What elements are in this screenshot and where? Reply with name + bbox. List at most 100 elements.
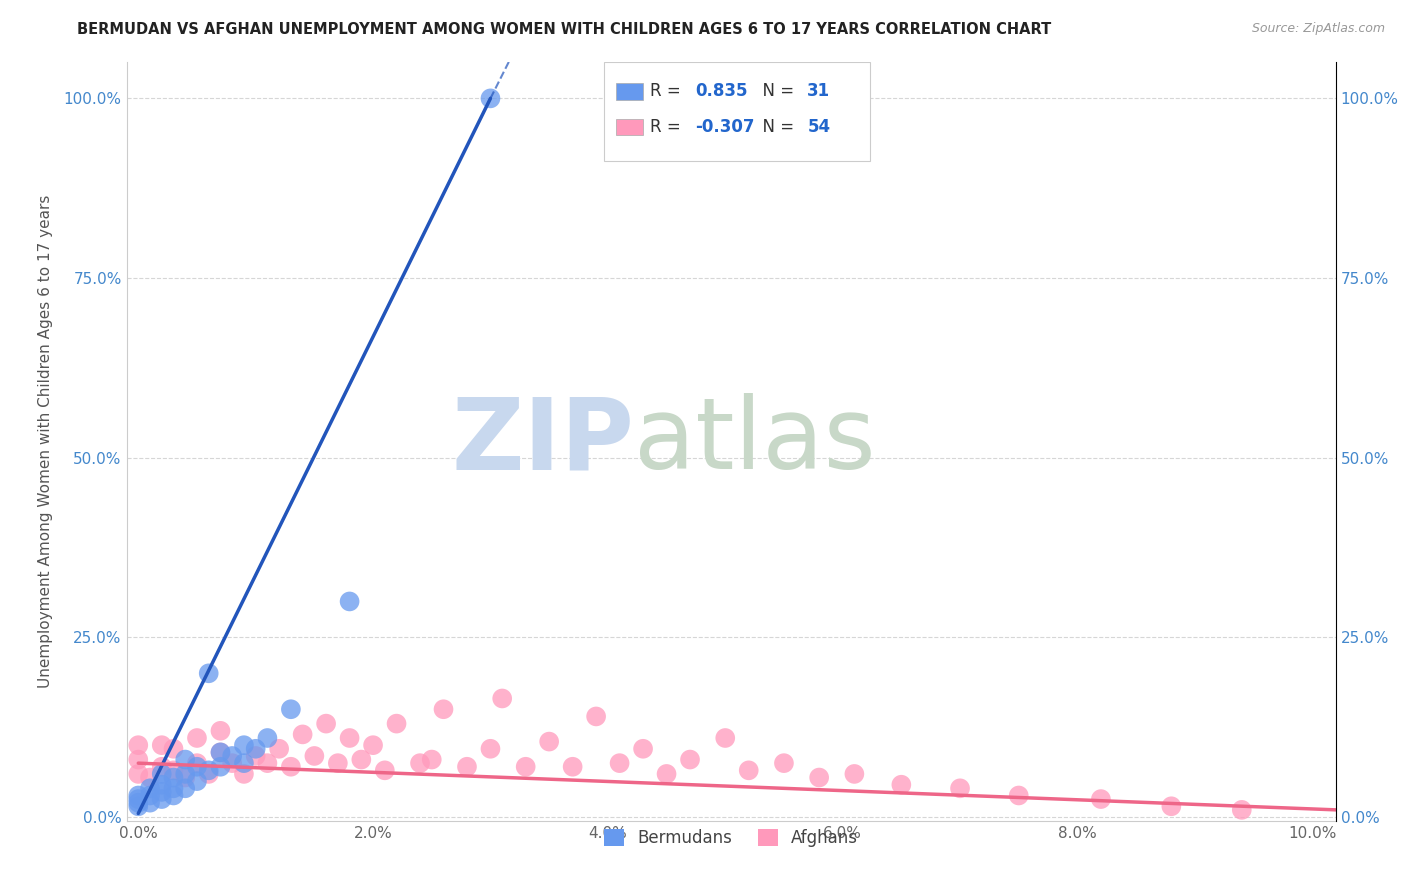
Point <box>479 741 502 756</box>
Point <box>304 748 326 763</box>
Point <box>127 738 149 752</box>
Point <box>209 760 232 774</box>
Text: Source: ZipAtlas.com: Source: ZipAtlas.com <box>1251 22 1385 36</box>
Point <box>773 756 796 771</box>
Point <box>150 778 173 792</box>
Point <box>561 760 583 774</box>
Text: 54: 54 <box>807 118 831 136</box>
Point <box>127 792 149 806</box>
FancyBboxPatch shape <box>605 62 870 161</box>
Point <box>280 760 302 774</box>
Point <box>280 702 302 716</box>
Point <box>139 789 162 803</box>
Point <box>515 760 537 774</box>
Point <box>890 778 912 792</box>
Point <box>150 760 173 774</box>
Point <box>256 731 278 745</box>
Point <box>245 741 267 756</box>
Point <box>186 760 208 774</box>
Point <box>326 756 349 771</box>
Point <box>609 756 631 771</box>
Text: R =: R = <box>650 118 686 136</box>
Point <box>256 756 278 771</box>
Point <box>361 738 384 752</box>
Point <box>585 709 607 723</box>
Point <box>315 716 337 731</box>
Point <box>174 753 197 767</box>
Point <box>679 753 702 767</box>
Point <box>1090 792 1112 806</box>
Point <box>844 767 866 781</box>
Point <box>1230 803 1253 817</box>
Point <box>420 753 443 767</box>
Point <box>374 764 396 778</box>
Point <box>232 767 254 781</box>
Point <box>269 741 291 756</box>
Point <box>1008 789 1031 803</box>
Point <box>456 760 478 774</box>
Point <box>162 764 184 778</box>
Point <box>232 756 254 771</box>
Point <box>221 748 243 763</box>
Point <box>209 723 232 738</box>
Text: atlas: atlas <box>634 393 876 490</box>
Point <box>479 91 502 105</box>
Point <box>139 781 162 796</box>
Point <box>162 781 184 796</box>
Point <box>127 789 149 803</box>
Point <box>186 774 208 789</box>
Point <box>197 764 219 778</box>
Point <box>1160 799 1182 814</box>
Text: BERMUDAN VS AFGHAN UNEMPLOYMENT AMONG WOMEN WITH CHILDREN AGES 6 TO 17 YEARS COR: BERMUDAN VS AFGHAN UNEMPLOYMENT AMONG WO… <box>77 22 1052 37</box>
Text: 31: 31 <box>807 82 831 100</box>
Point <box>127 753 149 767</box>
Point <box>150 738 173 752</box>
Point <box>186 756 208 771</box>
Point <box>127 767 149 781</box>
Point <box>197 767 219 781</box>
Point <box>174 771 197 785</box>
Point <box>491 691 513 706</box>
Point <box>245 748 267 763</box>
Point <box>162 741 184 756</box>
Point <box>808 771 831 785</box>
Point <box>232 738 254 752</box>
Point <box>538 734 561 748</box>
Point <box>127 799 149 814</box>
Point <box>162 789 184 803</box>
Point <box>631 741 654 756</box>
Point <box>209 745 232 759</box>
Point <box>339 731 361 745</box>
Y-axis label: Unemployment Among Women with Children Ages 6 to 17 years: Unemployment Among Women with Children A… <box>38 194 52 689</box>
Point <box>174 781 197 796</box>
Point <box>186 731 208 745</box>
Text: 0.835: 0.835 <box>695 82 748 100</box>
Text: N =: N = <box>752 82 799 100</box>
Point <box>385 716 408 731</box>
Point <box>432 702 454 716</box>
Point <box>150 767 173 781</box>
Point <box>291 727 314 741</box>
Point <box>174 767 197 781</box>
FancyBboxPatch shape <box>616 119 643 136</box>
Point <box>714 731 737 745</box>
Point <box>221 756 243 771</box>
Text: ZIP: ZIP <box>451 393 634 490</box>
Point <box>738 764 761 778</box>
Point <box>209 745 232 759</box>
Point <box>150 792 173 806</box>
Point <box>139 771 162 785</box>
Text: -0.307: -0.307 <box>695 118 755 136</box>
Legend: Bermudans, Afghans: Bermudans, Afghans <box>598 822 865 854</box>
Point <box>409 756 432 771</box>
Point <box>350 753 373 767</box>
FancyBboxPatch shape <box>616 83 643 100</box>
Text: N =: N = <box>752 118 799 136</box>
Text: R =: R = <box>650 82 686 100</box>
Point <box>949 781 972 796</box>
Point <box>127 796 149 810</box>
Point <box>655 767 678 781</box>
Point <box>339 594 361 608</box>
Point <box>150 785 173 799</box>
Point <box>197 666 219 681</box>
